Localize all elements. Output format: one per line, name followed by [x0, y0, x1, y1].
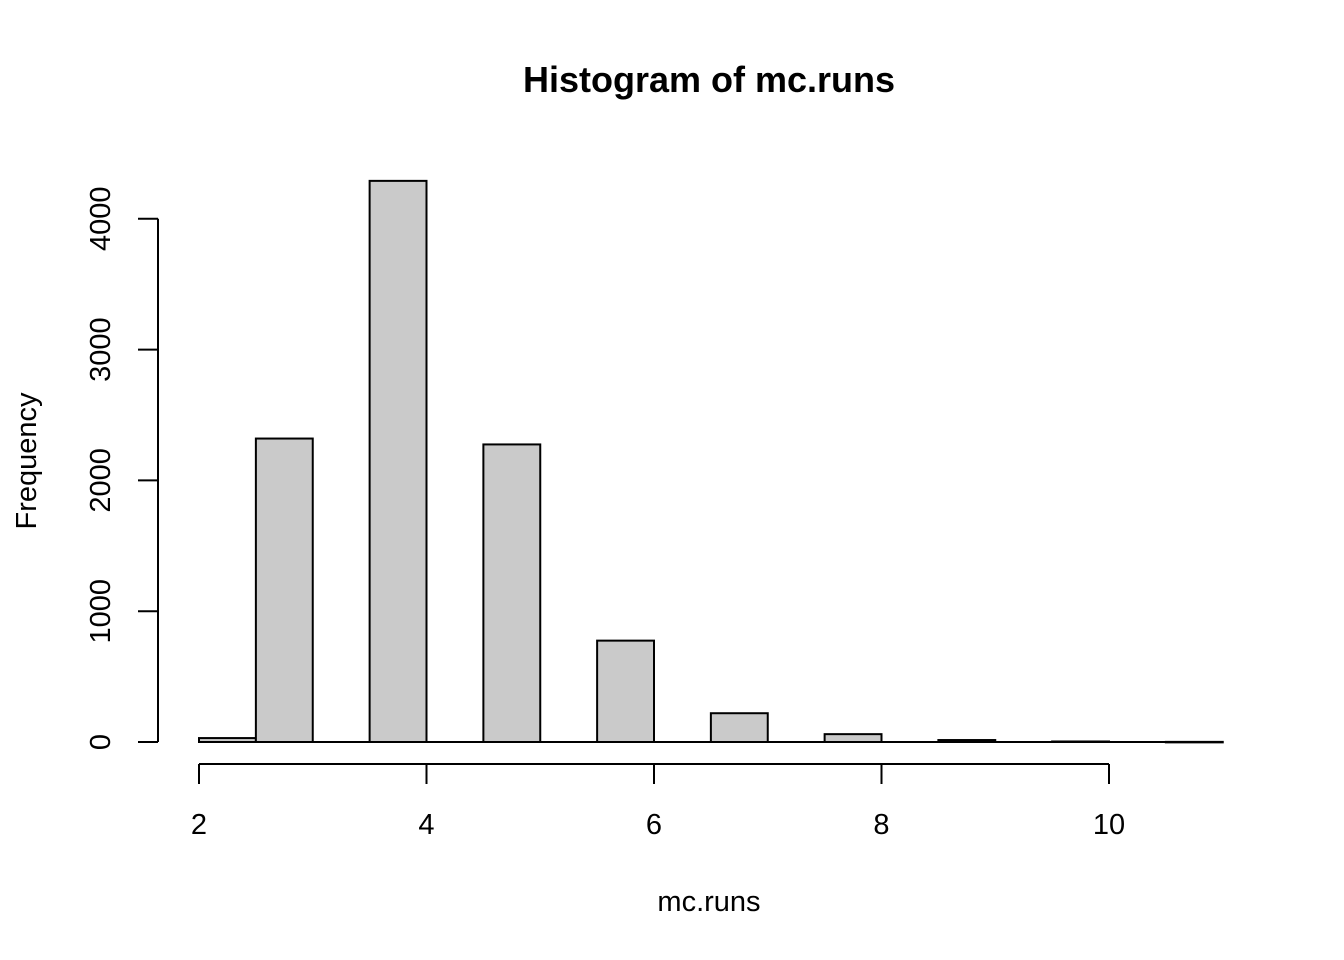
y-tick-label-3000: 3000 [85, 317, 117, 382]
histogram-bar-9 [709, 712, 769, 743]
x-tick-label-2: 2 [191, 809, 207, 841]
histogram-bar-5 [482, 443, 542, 743]
chart-title: Histogram of mc.runs [523, 59, 895, 100]
x-axis-label: mc.runs [657, 886, 760, 918]
bars-group [198, 179, 1224, 744]
y-tick-label-4000: 4000 [85, 187, 117, 252]
y-tick-label-1000: 1000 [85, 579, 117, 644]
histogram-bar-3 [368, 179, 428, 744]
histogram-bar-11 [823, 733, 883, 743]
y-tick-label-2000: 2000 [85, 448, 117, 513]
x-tick-label-6: 6 [646, 809, 662, 841]
x-axis: 2 4 6 8 10 [191, 763, 1125, 841]
y-axis-label: Frequency [11, 392, 43, 530]
histogram-bar-7 [596, 639, 655, 744]
histogram-bar-1 [254, 437, 314, 743]
y-tick-label-0: 0 [85, 734, 117, 750]
x-tick-label-8: 8 [873, 809, 889, 841]
y-axis: 0 1000 2000 3000 4000 [85, 187, 159, 750]
x-tick-label-4: 4 [418, 809, 434, 841]
x-tick-label-10: 10 [1093, 809, 1125, 841]
